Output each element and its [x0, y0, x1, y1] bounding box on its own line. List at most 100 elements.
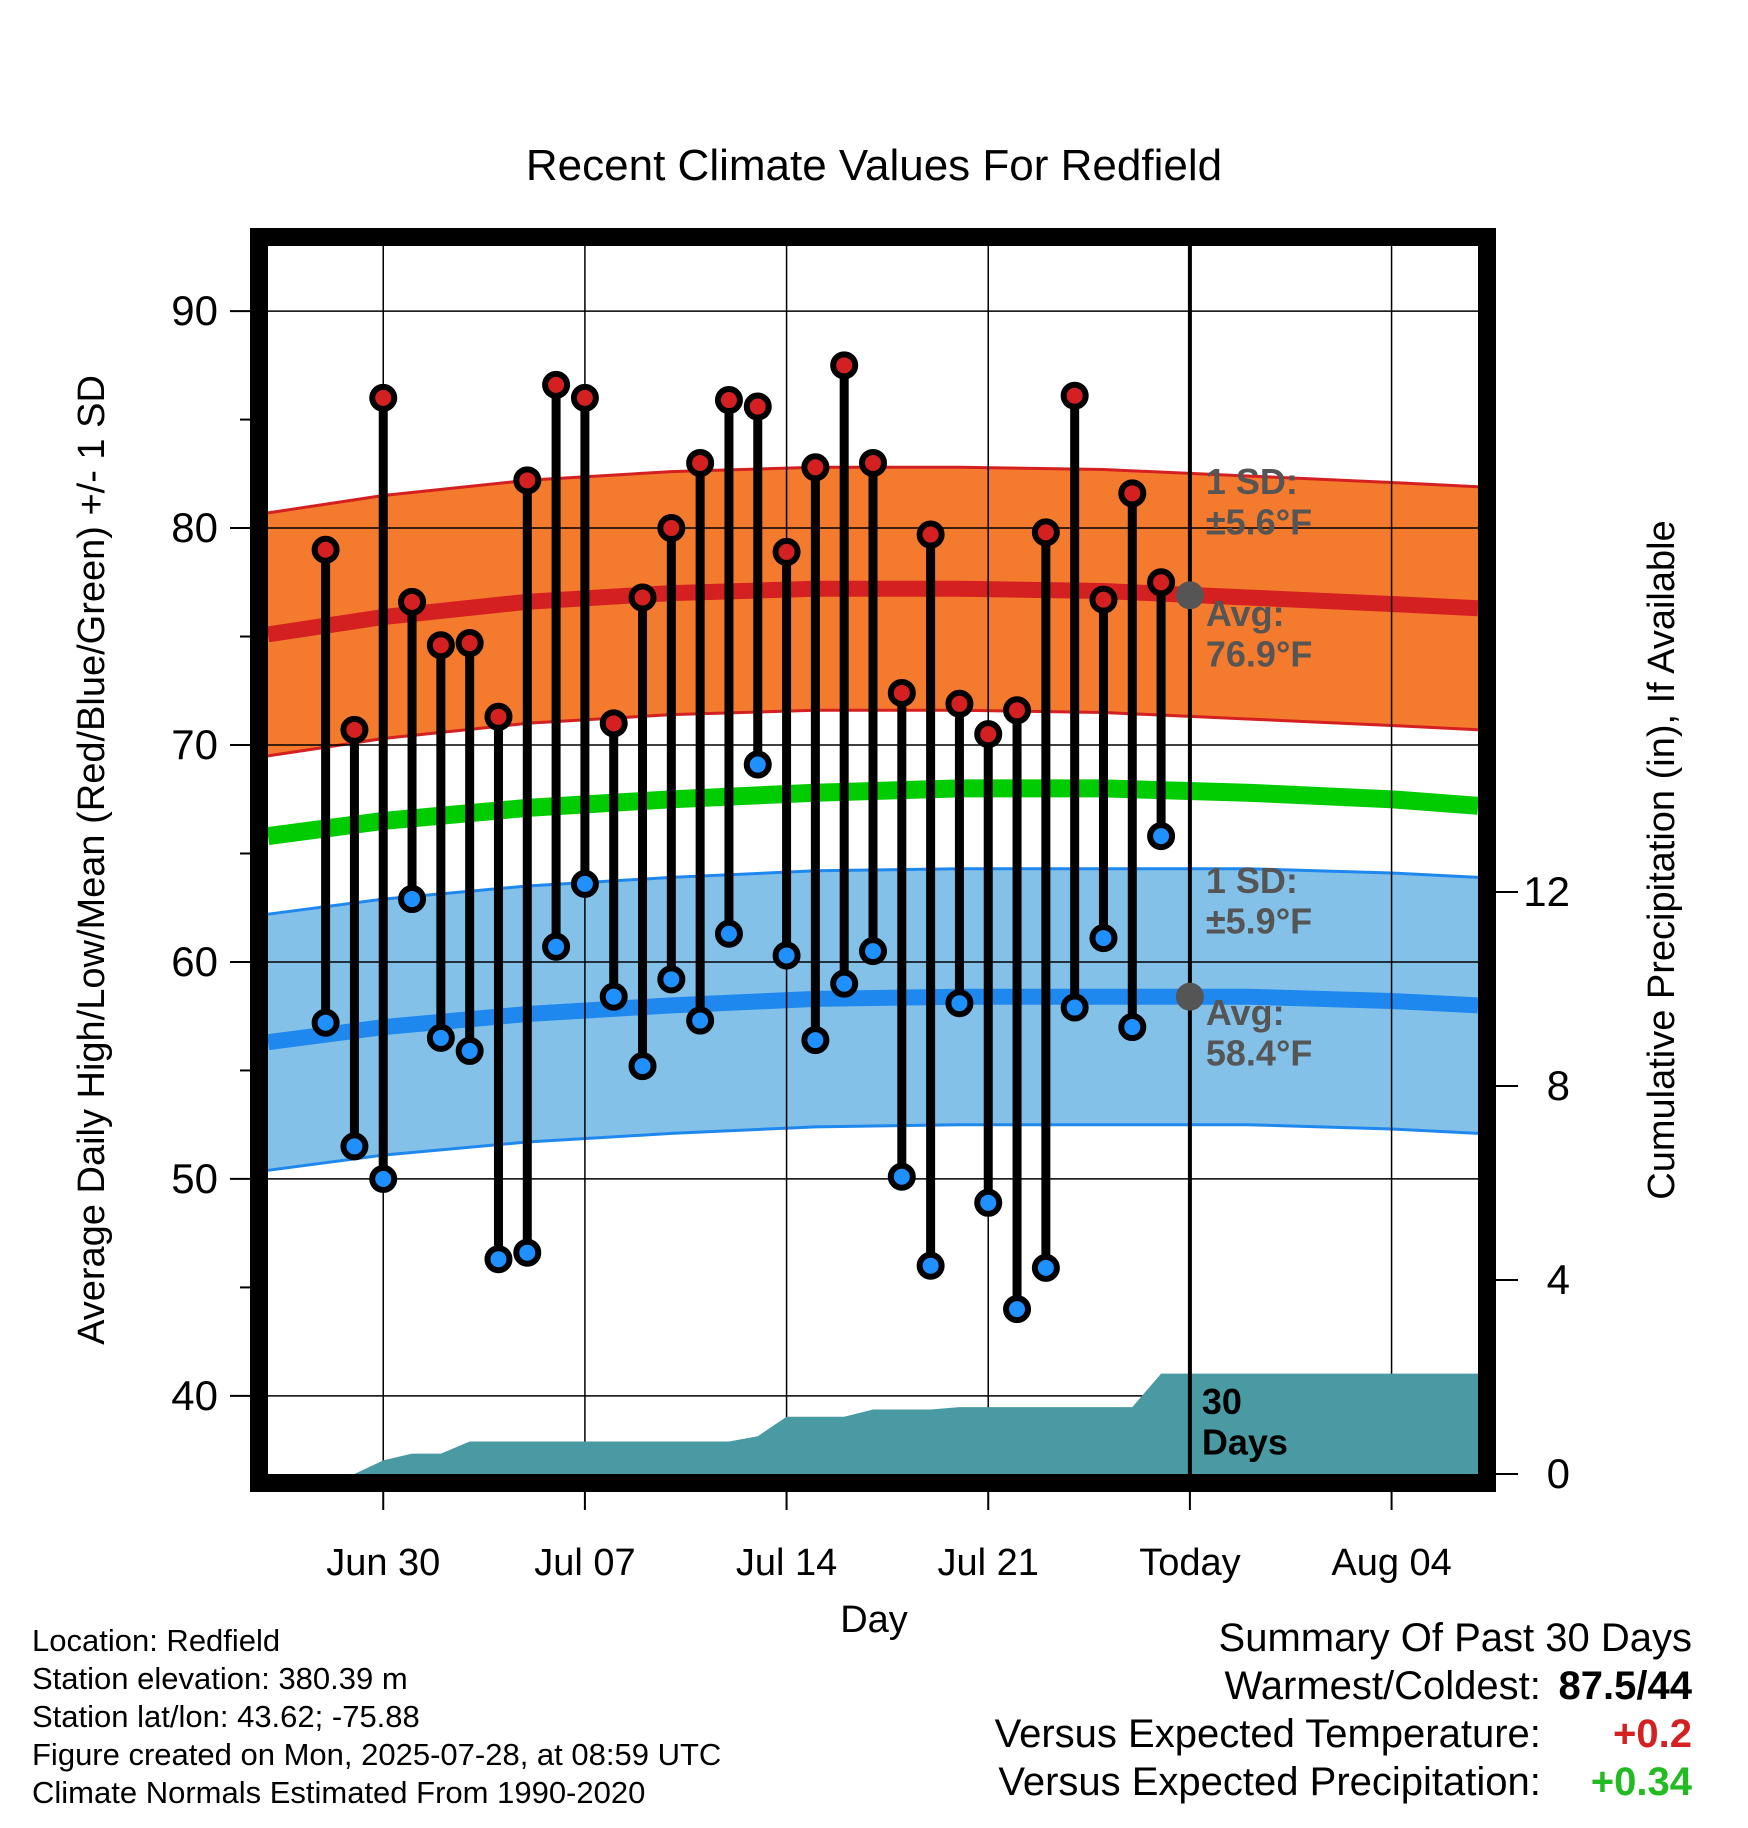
summary-title: Summary Of Past 30 Days	[1218, 1616, 1692, 1660]
low-avg-annotation: Avg: 58.4°F	[1206, 992, 1312, 1073]
low-point	[369, 1164, 398, 1193]
low-point	[398, 885, 427, 914]
y-tick-label: 70	[171, 721, 218, 768]
high-point	[714, 386, 743, 415]
y2-tick-label: 4	[1547, 1256, 1570, 1303]
low-point	[916, 1251, 945, 1280]
low-point	[628, 1052, 657, 1081]
high-point	[974, 720, 1003, 749]
high-point	[311, 535, 340, 564]
high-point	[1089, 585, 1118, 614]
low-point	[1118, 1013, 1147, 1042]
x-tick-label: Jul 14	[736, 1542, 837, 1584]
window-label: 30 Days	[1202, 1381, 1288, 1462]
latlon-text: Station lat/lon: 43.62; -75.88	[32, 1699, 420, 1734]
low-point	[887, 1162, 916, 1191]
today-avg-low-marker	[1175, 982, 1204, 1011]
low-point	[772, 941, 801, 970]
high-point	[686, 448, 715, 477]
precip-label: Versus Expected Precipitation:	[998, 1760, 1541, 1804]
high-point	[1118, 479, 1147, 508]
low-point	[311, 1008, 340, 1037]
low-point	[1031, 1253, 1060, 1282]
low-band-lower-edge	[267, 1123, 1479, 1172]
low-sd-annotation: 1 SD: ±5.9°F	[1206, 860, 1312, 941]
plot-frame	[250, 228, 1496, 1492]
high-point	[628, 583, 657, 612]
low-point	[340, 1132, 369, 1161]
x-tick-label: Aug 04	[1331, 1542, 1451, 1584]
x-tick-label: Jul 07	[534, 1542, 635, 1584]
high-point	[657, 514, 686, 543]
elevation-text: Station elevation: 380.39 m	[32, 1661, 408, 1696]
low-point	[570, 869, 599, 898]
low-point	[686, 1006, 715, 1035]
high-band-lower-edge	[267, 708, 1479, 758]
precip-value: +0.34	[1590, 1760, 1692, 1804]
warm-cold-label: Warmest/Coldest:	[1224, 1664, 1541, 1708]
y-axis-label: Average Daily High/Low/Mean (Red/Blue/Gr…	[71, 375, 113, 1345]
low-point	[859, 937, 887, 966]
high-avg-line	[266, 580, 1479, 643]
low-point	[945, 989, 974, 1018]
y2-tick-label: 0	[1547, 1450, 1570, 1497]
x-tick-label: Jul 21	[938, 1542, 1039, 1584]
y-tick-label: 80	[171, 504, 218, 551]
low-point	[657, 965, 686, 994]
y2-axis-label: Cumulative Precipitation (in), If Availa…	[1641, 520, 1683, 1199]
station-info: Location: Redfield Station elevation: 38…	[32, 1622, 721, 1812]
high-point	[484, 702, 513, 731]
low-point	[484, 1245, 513, 1274]
low-point	[830, 969, 859, 998]
low-point	[1060, 993, 1089, 1022]
low-point	[1003, 1295, 1032, 1324]
high-point	[1147, 568, 1176, 597]
low-point	[426, 1023, 455, 1052]
high-point	[599, 709, 628, 738]
mean-avg-line	[266, 779, 1479, 846]
high-point	[455, 629, 484, 658]
summary-precip: Versus Expected Precipitation: +0.34	[995, 1758, 1692, 1806]
x-axis-label: Day	[840, 1599, 908, 1641]
warm-cold-value: 87.5/44	[1558, 1664, 1692, 1708]
high-point	[830, 351, 859, 380]
low-point	[801, 1026, 830, 1055]
normals-text: Climate Normals Estimated From 1990-2020	[32, 1775, 646, 1810]
high-point	[1031, 518, 1060, 547]
high-point	[945, 689, 974, 718]
high-point	[513, 466, 542, 495]
location-text: Location: Redfield	[32, 1623, 281, 1658]
summary-warm-cold: Warmest/Coldest: 87.5/44	[995, 1662, 1693, 1710]
high-point	[887, 678, 916, 707]
x-tick-label: Today	[1139, 1542, 1240, 1584]
y-tick-label: 40	[171, 1372, 218, 1419]
low-point	[714, 919, 743, 948]
high-point	[369, 383, 398, 412]
low-avg-line	[266, 988, 1479, 1051]
high-point	[1003, 696, 1032, 725]
high-point	[859, 448, 887, 477]
summary-panel: Summary Of Past 30 Days Warmest/Coldest:…	[995, 1614, 1692, 1806]
high-point	[743, 392, 772, 421]
temp-value: +0.2	[1613, 1712, 1692, 1756]
high-sd-annotation: 1 SD: ±5.6°F	[1206, 461, 1312, 542]
summary-temp: Versus Expected Temperature: +0.2	[995, 1710, 1692, 1758]
low-point	[542, 932, 571, 961]
y2-tick-label: 12	[1523, 868, 1570, 915]
low-band-upper-edge	[267, 867, 1479, 916]
high-point	[916, 520, 945, 549]
low-point	[455, 1036, 484, 1065]
today-avg-high-marker	[1175, 581, 1204, 610]
y-tick-label: 60	[171, 938, 218, 985]
y2-tick-label: 8	[1547, 1062, 1570, 1109]
chart-title: Recent Climate Values For Redfield	[526, 141, 1222, 190]
low-point	[1147, 822, 1176, 851]
low-point	[743, 750, 772, 779]
low-point	[974, 1188, 1003, 1217]
y-tick-label: 90	[171, 287, 218, 334]
high-point	[1060, 381, 1089, 410]
high-point	[542, 370, 571, 399]
x-tick-label: Jun 30	[326, 1542, 440, 1584]
high-point	[801, 453, 830, 482]
